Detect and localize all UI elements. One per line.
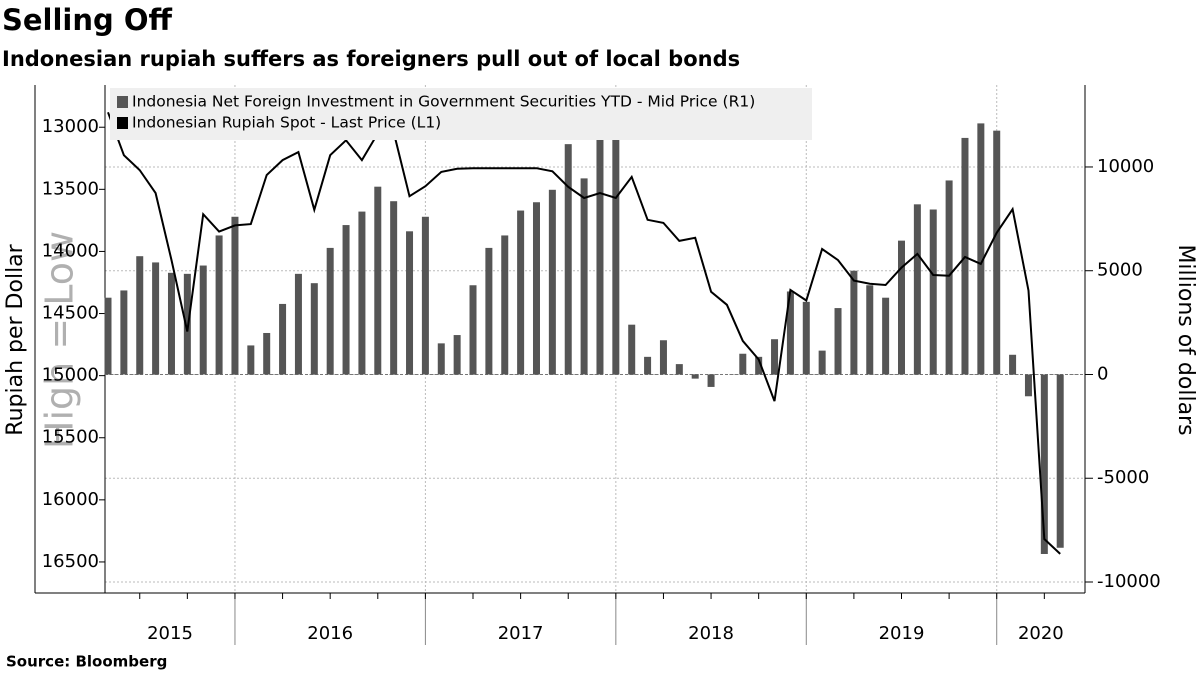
bar — [659, 340, 667, 375]
bar — [644, 356, 652, 375]
chart-title: Selling Off — [2, 3, 173, 37]
bar — [215, 235, 223, 375]
bar — [945, 180, 953, 375]
bar — [612, 125, 620, 375]
bar — [294, 273, 302, 375]
bar — [1024, 374, 1032, 397]
x-tick-label: 2019 — [879, 623, 925, 644]
y-tick-label: 16500 — [42, 551, 99, 572]
legend-swatch — [117, 117, 128, 129]
bar — [755, 356, 763, 375]
bar — [675, 364, 683, 375]
bar — [1056, 374, 1064, 548]
legend: Indonesia Net Foreign Investment in Gove… — [110, 88, 812, 140]
source: Source: Bloomberg — [6, 653, 167, 671]
bar — [628, 324, 636, 375]
bar — [231, 216, 239, 375]
bar — [342, 225, 350, 375]
x-tick-label: 2020 — [1018, 623, 1064, 644]
bar — [866, 285, 874, 375]
bar — [691, 374, 699, 379]
bar — [818, 350, 826, 375]
bar — [136, 256, 144, 375]
bar — [850, 270, 858, 375]
bar — [358, 211, 366, 375]
x-tick-label: 2018 — [688, 623, 734, 644]
bar — [120, 290, 128, 375]
chart-subtitle: Indonesian rupiah suffers as foreigners … — [2, 47, 740, 71]
y-tick-label: 15000 — [42, 365, 99, 386]
line — [107, 111, 1061, 555]
y2-tick-label: 5000 — [1097, 260, 1143, 281]
x-tick-label: 2015 — [147, 623, 193, 644]
bar — [929, 209, 937, 375]
bar — [501, 235, 509, 375]
bar — [279, 303, 287, 375]
bar — [437, 343, 445, 375]
y-tick-label: 13000 — [42, 116, 99, 137]
bar — [596, 125, 604, 375]
y2-tick-label: 10000 — [1097, 156, 1154, 177]
bar — [548, 189, 556, 375]
legend-swatch — [117, 96, 128, 108]
bar — [406, 231, 414, 375]
bar — [1009, 354, 1017, 375]
bar — [374, 186, 382, 375]
x-tick-label: 2017 — [498, 623, 544, 644]
bar — [485, 247, 493, 375]
x-tick-label: 2016 — [307, 623, 353, 644]
bar — [913, 204, 921, 375]
bar — [739, 353, 747, 375]
bar — [390, 201, 398, 375]
legend-label: Indonesia Net Foreign Investment in Gove… — [132, 93, 755, 111]
y2-tick-label: -10000 — [1097, 571, 1161, 592]
bar — [421, 216, 429, 375]
bar — [167, 272, 175, 375]
bar — [802, 301, 810, 375]
y-tick-label: 15500 — [42, 427, 99, 448]
bar — [834, 308, 842, 375]
bar — [580, 178, 588, 375]
bar — [326, 247, 334, 375]
y-tick-label: 16000 — [42, 489, 99, 510]
bar — [263, 332, 271, 375]
bar — [898, 240, 905, 375]
annotation: High = Low — [38, 231, 82, 449]
bar — [1040, 374, 1048, 554]
legend-box — [110, 88, 812, 140]
bar — [532, 202, 540, 375]
bar — [977, 123, 985, 375]
y2-axis-label: Millions of dollars — [1173, 244, 1198, 435]
y2-tick-label: -5000 — [1097, 467, 1149, 488]
y-tick-label: 14000 — [42, 240, 99, 261]
y-tick-label: 13500 — [42, 178, 99, 199]
bar — [993, 130, 1001, 375]
bar — [771, 339, 779, 375]
bar — [707, 374, 715, 387]
y-tick-label: 14500 — [42, 303, 99, 324]
y-axis-label: Rupiah per Dollar — [3, 243, 28, 435]
bar — [453, 335, 461, 375]
legend-label: Indonesian Rupiah Spot - Last Price (L1) — [132, 114, 441, 132]
bar — [564, 144, 572, 375]
bar — [104, 297, 112, 375]
bar — [882, 297, 890, 375]
bar — [517, 210, 525, 375]
bar — [152, 262, 160, 375]
bar — [199, 265, 207, 375]
bar — [310, 283, 318, 375]
bar — [247, 345, 255, 375]
bar — [786, 291, 794, 375]
bar — [469, 285, 477, 375]
y2-tick-label: 0 — [1097, 363, 1108, 384]
